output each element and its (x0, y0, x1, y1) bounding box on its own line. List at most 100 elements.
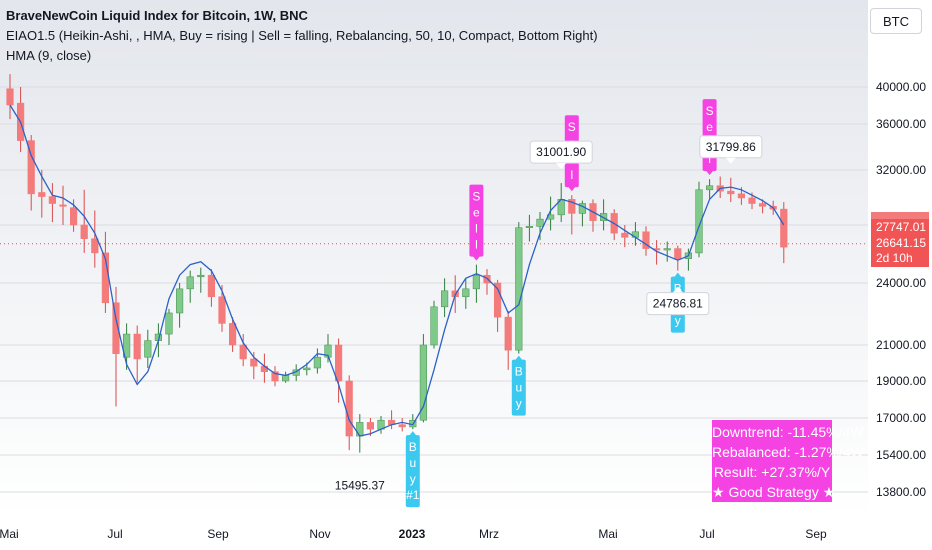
candle-body (780, 208, 788, 248)
candle-body (59, 204, 67, 207)
candle-body (430, 306, 438, 346)
candle-body (176, 288, 184, 314)
candle (186, 270, 194, 303)
signal-letter: y (516, 397, 522, 411)
signal-pointer (408, 431, 417, 437)
candle (313, 348, 322, 374)
hma-line (9, 104, 785, 437)
strategy-stats-box: Downtrend: -11.45%/4W Rebalanced: -1.27%… (712, 420, 864, 502)
candle-body (38, 192, 46, 197)
candle (440, 278, 449, 318)
time-tick-label: Jul (699, 527, 714, 541)
price-tick-label: 19000.00 (876, 374, 926, 388)
price-tick-label: 13800.00 (876, 485, 926, 499)
chart-header: BraveNewCoin Liquid Index for Bitcoin, 1… (6, 6, 598, 66)
signal-letter: B (515, 365, 523, 379)
candle (59, 185, 67, 225)
signal-letter: S (472, 190, 480, 204)
candle (38, 170, 46, 218)
candle (133, 325, 141, 383)
candle-body (303, 367, 311, 371)
signal-letter: l (570, 168, 573, 182)
time-axis[interactable]: Mai Jul Sep Nov 2023 Mrz Mai Jul Sep (0, 527, 827, 541)
candle-body (462, 288, 470, 298)
candle-body (197, 274, 205, 278)
signal-pointer (673, 272, 682, 278)
candle-body (705, 185, 714, 191)
price-tick-label: 21000.00 (876, 338, 926, 352)
candle (462, 278, 470, 309)
candle (176, 283, 184, 328)
signal-letter: e (473, 206, 480, 220)
candle (229, 317, 237, 352)
candle-body (621, 232, 629, 238)
signal-letter: y (410, 472, 416, 486)
time-tick-label: Mai (598, 527, 617, 541)
candle-body (536, 218, 544, 227)
candle-body (229, 323, 237, 346)
time-axis-background (0, 518, 868, 550)
candle-body (642, 231, 650, 249)
hma-legend[interactable]: HMA (9, close) (6, 48, 92, 63)
price-tick-label: 24000.00 (876, 276, 926, 290)
signal-letter: l (475, 222, 478, 236)
stats-downtrend: Downtrend: -11.45%/4W (712, 424, 864, 440)
price-label: 31799.86 (699, 135, 763, 164)
candle (80, 189, 88, 253)
candle-body (239, 344, 247, 360)
prev-price-tag: 26641.15 (876, 236, 926, 250)
price-label-pointer (556, 163, 567, 170)
signal-letter: S (706, 104, 714, 118)
candle (472, 264, 481, 303)
price-tick-label: 36000.00 (876, 117, 926, 131)
price-labels: 15495.37 31001.90 24786.81 31799.86 (335, 135, 763, 493)
signal-letter: l (708, 152, 711, 166)
candle-body (133, 333, 141, 360)
sell-signal: Sell (469, 184, 484, 261)
candle (621, 225, 629, 248)
chart-title[interactable]: BraveNewCoin Liquid Index for Bitcoin, 1… (6, 8, 308, 23)
candle (504, 310, 512, 370)
stats-verdict: ★ Good Strategy ★ (712, 484, 836, 500)
candle (674, 245, 682, 271)
time-tick-label: Mai (0, 527, 19, 541)
signal-box (511, 359, 526, 416)
candle (705, 179, 714, 200)
candle (536, 211, 544, 241)
price-label: 31001.90 (529, 140, 593, 170)
signal-letter: y (675, 314, 681, 328)
price-label: 15495.37 (335, 479, 385, 493)
signal-letter: B (409, 440, 417, 454)
signal-box (469, 184, 484, 257)
signal-pointer (472, 255, 481, 261)
price-axis-background (868, 0, 932, 550)
price-label-text: 24786.81 (653, 297, 703, 311)
candle (663, 241, 671, 262)
price-label-pointer (672, 286, 683, 293)
symbol-badge[interactable]: BTC (870, 8, 922, 34)
candle (239, 334, 247, 367)
candle-body (27, 140, 35, 195)
signal-pointer (514, 355, 523, 361)
candle-body (48, 196, 56, 204)
stats-rebalanced: Rebalanced: -1.27%/4W (712, 444, 864, 460)
candle (727, 177, 735, 203)
prev-price-tag-box (871, 235, 929, 267)
price-label: 24786.81 (646, 286, 710, 316)
time-tick-label: Sep (207, 527, 229, 541)
candle-body (165, 312, 173, 335)
candle (91, 210, 99, 268)
candle-body (271, 371, 279, 382)
candle-body (250, 358, 258, 367)
signal-letter: u (409, 456, 416, 470)
candle-body (758, 203, 767, 207)
price-tags: 27747.01 26641.15 2d 10h (871, 212, 929, 267)
candle-body (493, 282, 502, 318)
signal-pointer (567, 186, 576, 192)
time-tick-label: Nov (309, 527, 330, 541)
candle (271, 366, 279, 387)
last-price-tag-box (871, 219, 929, 235)
candle-body (748, 197, 756, 204)
indicator-legend[interactable]: EIAO1.5 (Heikin-Ashi, , HMA, Buy = risin… (6, 28, 598, 43)
